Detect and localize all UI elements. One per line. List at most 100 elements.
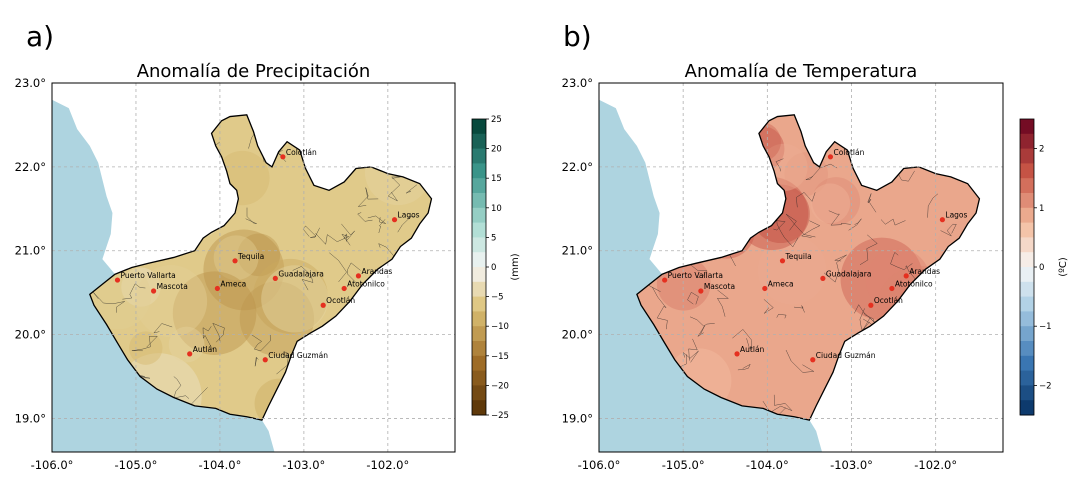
city-mascota: Mascota <box>150 282 188 294</box>
ytick-label: 19.0° <box>562 411 593 425</box>
city-label: Tequila <box>784 252 811 261</box>
xtick-label: -104.0° <box>746 458 789 472</box>
city-marker <box>662 277 668 283</box>
city-label: Autlán <box>740 345 765 354</box>
xtick-label: -103.0° <box>830 458 873 472</box>
colorbar-tick: −25 <box>491 411 509 421</box>
ytick-label: 23.0° <box>15 76 46 90</box>
city-label: Autlán <box>193 345 218 354</box>
colorbar-tick: 1 <box>1039 204 1044 214</box>
panel-letter: b) <box>563 20 592 53</box>
ytick-label: 20.0° <box>15 328 46 342</box>
map-frame <box>598 82 1004 453</box>
city-ciudad-guzmán: Ciudad Guzmán <box>262 351 328 363</box>
city-tequila: Tequila <box>779 252 812 264</box>
map-title: Anomalía de Temperatura <box>685 61 918 82</box>
city-label: Mascota <box>704 282 735 291</box>
city-guadalajara: Guadalajara <box>820 269 872 282</box>
city-atotonilco: Atotonilco <box>889 279 933 292</box>
city-atotonilco: Atotonilco <box>341 279 385 292</box>
city-marker <box>280 154 286 160</box>
colorbar-tick: 0 <box>491 263 496 273</box>
city-label: Ciudad Guzmán <box>816 351 876 360</box>
city-marker <box>391 217 398 223</box>
panel-0: a) Anomalía de Precipitación Colotlán Lagos… <box>15 20 521 472</box>
city-label: Puerto Vallarta <box>120 271 175 280</box>
colorbar-tick: −10 <box>491 322 509 332</box>
xtick-label: -104.0° <box>199 458 242 472</box>
city-label: Guadalajara <box>826 269 872 278</box>
city-label: Lagos <box>945 211 967 220</box>
city-marker <box>762 285 768 292</box>
city-ciudad-guzmán: Ciudad Guzmán <box>810 351 876 363</box>
state-border <box>89 114 433 421</box>
city-marker <box>939 217 946 223</box>
city-marker <box>214 285 220 292</box>
colorbar: 2 1 0 −1 −2 (ºC) <box>1019 118 1069 416</box>
city-puerto-vallarta: Puerto Vallarta <box>114 271 176 283</box>
city-colotlán: Colotlán <box>280 148 317 160</box>
city-label: Atotonilco <box>347 279 385 288</box>
map-title: Anomalía de Precipitación <box>137 61 371 82</box>
city-marker <box>320 302 326 308</box>
city-arandas: Arandas <box>903 267 940 279</box>
city-mascota: Mascota <box>698 282 735 294</box>
city-label: Mascota <box>157 282 188 291</box>
state-jalisco <box>89 114 432 421</box>
ytick-label: 22.0° <box>562 160 593 174</box>
colorbar-tick: 0 <box>1039 263 1044 273</box>
xtick-label: -105.0° <box>115 458 158 472</box>
xtick-label: -106.0° <box>31 458 74 472</box>
ytick-label: 22.0° <box>15 160 46 174</box>
city-puerto-vallarta: Puerto Vallarta <box>662 271 723 283</box>
city-marker <box>889 285 895 292</box>
ocean <box>599 83 823 452</box>
city-marker <box>272 275 278 282</box>
city-ameca: Ameca <box>762 279 794 292</box>
city-label: Ameca <box>220 279 246 288</box>
city-tequila: Tequila <box>232 252 264 264</box>
colorbar-tick: −2 <box>1039 381 1052 391</box>
city-label: Colotlán <box>833 148 864 157</box>
city-ocotlán: Ocotlán <box>320 296 355 308</box>
city-label: Tequila <box>237 252 264 261</box>
city-marker <box>114 277 121 283</box>
ytick-label: 21.0° <box>562 244 593 258</box>
city-label: Ocotlán <box>326 296 355 305</box>
city-guadalajara: Guadalajara <box>272 269 324 282</box>
city-label: Colotlán <box>286 148 317 157</box>
map-area: Colotlán Lagos Tequila Puerto Vallarta Masco… <box>599 83 1003 452</box>
panel-letter: a) <box>26 20 54 53</box>
city-colotlán: Colotlán <box>827 148 865 160</box>
colorbar-tick: 25 <box>491 115 502 125</box>
panel-1: b) Anomalía de Temperatura Colotlán Lagos Te… <box>562 20 1069 472</box>
state-jalisco <box>636 114 980 421</box>
city-label: Ocotlán <box>874 296 903 305</box>
city-autlán: Autlán <box>187 345 217 357</box>
colorbar-tick: −20 <box>491 381 509 391</box>
city-marker <box>827 154 834 160</box>
city-marker <box>820 275 826 282</box>
ocean <box>52 83 275 452</box>
colorbar-label: (mm) <box>510 253 521 280</box>
map-frame <box>51 82 456 453</box>
colorbar-tick: −5 <box>491 293 504 303</box>
xtick-label: -103.0° <box>282 458 325 472</box>
colorbar-tick: 2 <box>1039 145 1044 155</box>
state-border <box>636 114 981 421</box>
city-marker <box>810 357 816 363</box>
city-marker <box>698 288 704 294</box>
city-label: Arandas <box>361 267 392 276</box>
colorbar: 25 20 15 10 5 0 −5 −10 −15 −20 −25 (mm) <box>471 115 521 421</box>
ytick-label: 20.0° <box>562 328 593 342</box>
city-label: Guadalajara <box>278 269 324 278</box>
colorbar-tick: 5 <box>491 233 496 243</box>
city-marker <box>232 258 238 264</box>
city-marker <box>150 288 157 294</box>
city-label: Ciudad Guzmán <box>268 351 328 360</box>
city-lagos: Lagos <box>939 211 968 223</box>
city-marker <box>734 351 740 357</box>
ytick-label: 21.0° <box>15 244 46 258</box>
xtick-label: -102.0° <box>914 458 957 472</box>
